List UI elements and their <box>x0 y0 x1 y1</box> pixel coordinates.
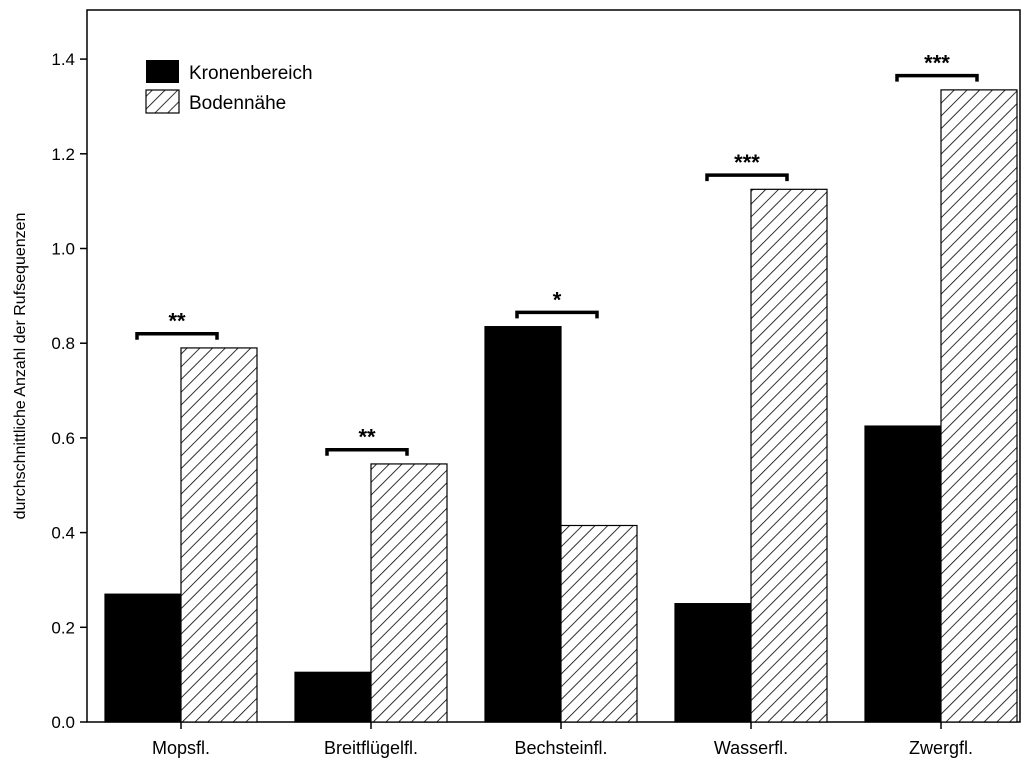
significance-markers: *********** <box>135 51 979 456</box>
bar-kronenbereich-1 <box>294 671 372 723</box>
significance-bracket: ** <box>325 425 409 456</box>
x-tick-label: Bechsteinfl. <box>514 738 607 758</box>
significance-label: ** <box>168 309 186 334</box>
y-tick-label: 1.4 <box>51 50 75 69</box>
legend-swatch-bodennahe <box>145 89 180 114</box>
y-tick-label: 1.0 <box>51 240 75 259</box>
legend: Kronenbereich Bodennähe <box>145 60 313 114</box>
y-tick-label: 1.2 <box>51 145 75 164</box>
significance-line <box>515 310 599 319</box>
significance-line <box>895 73 979 82</box>
y-axis-label: durchschnittliche Anzahl der Rufsequenze… <box>12 213 29 520</box>
y-axis-ticks: 0.0 0.2 0.4 0.6 0.8 1.0 1.2 1.4 <box>51 50 87 732</box>
x-tick-label: Mopsfl. <box>152 738 210 758</box>
significance-bracket: * <box>515 287 599 319</box>
significance-label: ** <box>358 425 376 450</box>
significance-bracket: ** <box>135 309 219 340</box>
bar-kronenbereich-3 <box>674 603 752 723</box>
significance-label: *** <box>924 51 950 76</box>
y-tick-label: 0.6 <box>51 429 75 448</box>
bar-bodennahe-0 <box>180 347 258 723</box>
y-tick-label: 0.0 <box>51 713 75 732</box>
legend-label-kronenbereich: Kronenbereich <box>189 63 313 84</box>
bar-kronenbereich-2 <box>484 326 562 723</box>
bar-bodennahe-4 <box>940 89 1018 723</box>
significance-line <box>705 173 789 182</box>
x-tick-label: Zwergfl. <box>909 738 973 758</box>
legend-swatch-kronenbereich <box>146 60 179 83</box>
bar-bodennahe-3 <box>750 188 828 723</box>
bar-bodennahe-1 <box>370 463 448 723</box>
bars <box>104 89 1018 723</box>
bar-kronenbereich-0 <box>104 593 182 723</box>
x-tick-label: Breitflügelfl. <box>324 738 418 758</box>
x-axis-labels: Mopsfl. Breitflügelfl. Bechsteinfl. Wasserf… <box>152 722 973 758</box>
significance-label: * <box>553 287 562 312</box>
y-tick-label: 0.8 <box>51 334 75 353</box>
significance-label: *** <box>734 150 760 175</box>
significance-bracket: *** <box>705 150 789 182</box>
significance-bracket: *** <box>895 51 979 82</box>
significance-line <box>135 331 219 340</box>
significance-line <box>325 447 409 456</box>
y-tick-label: 0.4 <box>51 524 75 543</box>
legend-label-bodennahe: Bodennähe <box>189 93 286 114</box>
bar-bodennahe-2 <box>560 524 638 723</box>
x-tick-label: Wasserfl. <box>714 738 788 758</box>
bar-kronenbereich-4 <box>864 425 942 723</box>
y-tick-label: 0.2 <box>51 618 75 637</box>
